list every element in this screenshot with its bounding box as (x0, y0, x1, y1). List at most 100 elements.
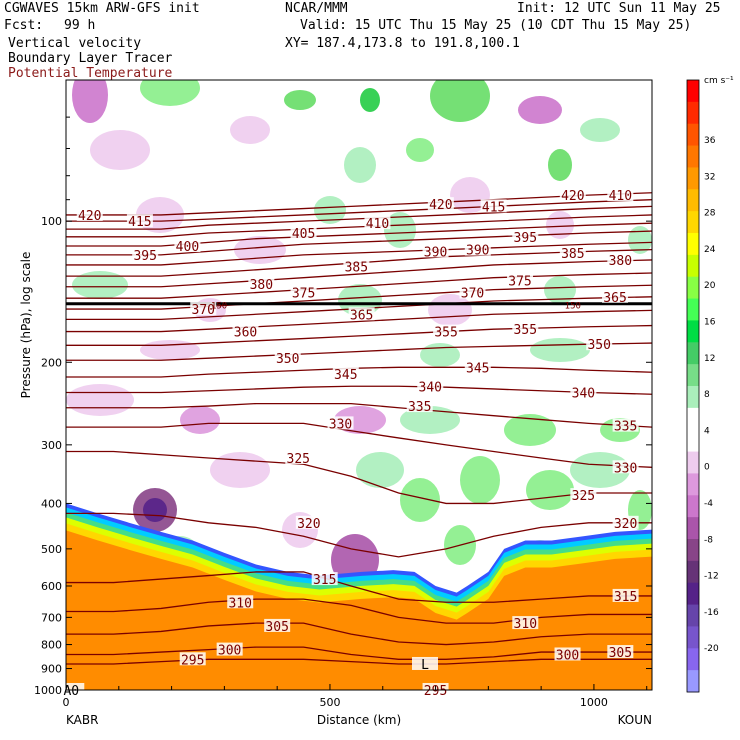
isentrope-340 (66, 385, 652, 395)
colorbar-swatch (687, 582, 699, 606)
colorbar-swatch (687, 123, 699, 147)
colorbar-label: 28 (704, 209, 716, 219)
contour-label: 305 (609, 646, 632, 661)
y-tick-label: 800 (41, 639, 62, 652)
contour-label: 410 (366, 217, 389, 232)
contour-label-bg (459, 285, 486, 299)
station-right: KOUN (618, 713, 652, 727)
contour-label-bg (290, 285, 317, 299)
contour-label: 390 (466, 244, 489, 259)
y-axis-label: Pressure (hPa), log scale (19, 252, 33, 399)
contour-label: 300 (218, 644, 241, 659)
contour-label-bg (417, 379, 444, 393)
org-label: NCAR/MMM (285, 1, 348, 16)
colorbar-swatch (687, 451, 699, 474)
contour-label: 330 (614, 461, 637, 476)
isentrope-345 (66, 366, 652, 378)
contour-label-bg (612, 588, 639, 602)
station-left: KABR (66, 713, 98, 727)
contour-label: 365 (350, 308, 373, 323)
colorbar-swatch (687, 189, 699, 212)
colorbar-swatch (687, 386, 699, 409)
contour-label: 405 (292, 227, 315, 242)
colorbar-swatch (687, 517, 699, 540)
isentrope-370 (66, 284, 652, 310)
colorbar-swatch (687, 626, 699, 649)
colorbar-swatch (687, 473, 699, 496)
contour-label: 395 (514, 231, 537, 246)
field-vertical-velocity: Vertical velocity (8, 36, 142, 51)
contour-label-bg (348, 307, 375, 321)
contour-label-bg (433, 324, 460, 338)
contour-label: 315 (614, 590, 637, 605)
contour-label: 300 (556, 648, 579, 663)
y-tick-label: 700 (41, 611, 62, 624)
w-cell (580, 118, 620, 142)
valid-time: Valid: 15 UTC Thu 15 May 25 (10 CDT Thu … (300, 18, 692, 33)
isentrope-360 (66, 309, 652, 333)
colorbar-swatch (687, 407, 699, 431)
contour-label-bg (612, 460, 639, 474)
colorbar-swatch (687, 364, 699, 387)
contour-label-bg (464, 242, 491, 256)
contour-label: 360 (234, 326, 257, 341)
contour-labels: 420 415 395 400 370 360 350 345 335 330 325 320 315 3… (58, 188, 639, 699)
w-cell (210, 452, 270, 488)
w-cell (430, 80, 490, 122)
y-tick-label: 400 (41, 497, 62, 510)
y-tick-label: 300 (41, 439, 62, 452)
contour-label: 350 (276, 352, 299, 367)
contour-label: 295 (424, 684, 447, 699)
w-cell (284, 90, 316, 110)
colorbar-label: 0 (704, 463, 710, 473)
w-cell (526, 470, 574, 510)
contour-label-bg (602, 289, 629, 303)
contour-label: 375 (292, 287, 315, 302)
contour-label: 415 (482, 200, 505, 215)
y-tick-label: 200 (41, 356, 62, 369)
isentrope-395 (66, 230, 652, 256)
isentrope-350 (66, 342, 652, 361)
contour-label-bg (570, 385, 597, 399)
contour-label-bg (327, 416, 354, 430)
colorbar-swatch (687, 211, 699, 234)
y-tick-label: 900 (41, 663, 62, 676)
colorbar-swatch (687, 604, 699, 627)
contour-label-bg (464, 360, 491, 374)
colorbar-unit: cm s⁻¹ (704, 76, 734, 86)
contour-label: 365 (603, 291, 626, 306)
w-cell (544, 276, 576, 304)
colorbar-label: -20 (704, 644, 719, 654)
colorbar-label: 20 (704, 281, 716, 291)
contour-label-bg (295, 515, 322, 529)
isentrope-300 (66, 646, 652, 660)
contour-label: 150 (565, 302, 581, 312)
contour-label-bg (232, 324, 259, 338)
isentrope-380 (66, 259, 652, 288)
contour-label-bg (174, 239, 201, 253)
y-tick-label: 1000 (34, 684, 62, 697)
contour-label-bg (248, 276, 275, 290)
isentrope-420 (66, 192, 652, 216)
w-cell (420, 343, 460, 367)
isentrope-405 (66, 214, 652, 238)
contour-label-bg (132, 247, 159, 261)
w-cell (360, 88, 380, 112)
contour-label-bg (76, 207, 103, 221)
contour-label-bg (607, 645, 634, 659)
contour-label: 345 (466, 361, 489, 376)
contour-label-bg (422, 244, 449, 258)
w-cell (140, 80, 200, 106)
field-bl-tracer: Boundary Layer Tracer (8, 51, 173, 66)
contour-label: 335 (614, 420, 637, 435)
w-cell (143, 498, 167, 522)
contour-label: L (421, 658, 429, 673)
isentrope-310 (66, 598, 652, 624)
colorbar-label: 32 (704, 172, 715, 182)
contour-label-bg (274, 351, 301, 365)
x-axis-label: Distance (km) (317, 713, 401, 727)
contour-label-bg (126, 214, 153, 228)
w-cell (180, 406, 220, 434)
contour-label: 410 (609, 189, 632, 204)
